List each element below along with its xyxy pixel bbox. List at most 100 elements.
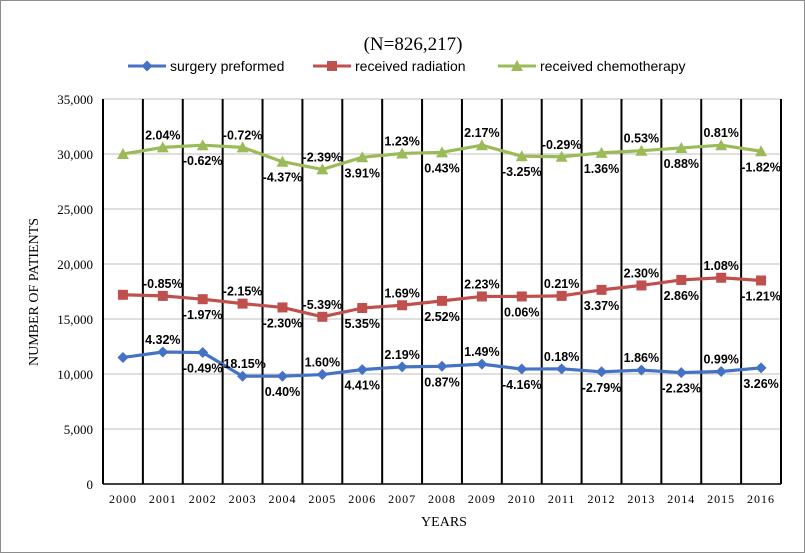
legend-label: received chemotherapy bbox=[540, 58, 686, 74]
x-tick-label: 2009 bbox=[468, 492, 496, 506]
y-tick-label: 15,000 bbox=[57, 312, 93, 327]
data-label: 1.69% bbox=[384, 286, 419, 300]
y-tick-label: 0 bbox=[87, 477, 94, 492]
data-label: -4.16% bbox=[502, 378, 542, 392]
data-label: -3.25% bbox=[502, 165, 542, 179]
data-point-diamond bbox=[635, 364, 647, 376]
data-point-triangle bbox=[515, 150, 528, 162]
data-point-square bbox=[117, 289, 128, 300]
data-point-square bbox=[556, 290, 567, 301]
data-point-diamond bbox=[396, 361, 408, 373]
data-point-triangle bbox=[356, 151, 369, 163]
data-point-diamond bbox=[197, 347, 209, 359]
data-point-triangle bbox=[511, 60, 523, 71]
data-point-square bbox=[357, 303, 368, 313]
data-point-diamond bbox=[436, 360, 448, 372]
data-point-triangle bbox=[236, 141, 249, 153]
data-label: 2.86% bbox=[664, 289, 699, 303]
data-point-diamond bbox=[556, 363, 568, 375]
data-label: 3.91% bbox=[345, 166, 380, 180]
data-point-triangle bbox=[715, 139, 728, 151]
x-tick-label: 2002 bbox=[189, 492, 217, 506]
data-label: 4.32% bbox=[145, 333, 180, 347]
series-group bbox=[116, 139, 768, 382]
x-tick-label: 2003 bbox=[229, 492, 257, 506]
x-tick-label: 2012 bbox=[588, 492, 616, 506]
data-point-square bbox=[676, 274, 687, 285]
data-label: 0.43% bbox=[424, 161, 459, 175]
data-label: -1.21% bbox=[741, 290, 781, 304]
x-tick-label: 2016 bbox=[747, 492, 775, 506]
data-point-diamond bbox=[237, 370, 249, 382]
data-label: 0.99% bbox=[703, 352, 738, 366]
data-label: -0.72% bbox=[223, 128, 263, 142]
data-point-square bbox=[437, 295, 447, 306]
data-point-triangle bbox=[475, 139, 488, 151]
data-point-square bbox=[317, 311, 328, 322]
data-label: 2.30% bbox=[624, 266, 659, 280]
data-label: 0.21% bbox=[544, 277, 579, 291]
data-label: -18.15% bbox=[219, 357, 266, 371]
x-tick-label: 2005 bbox=[308, 492, 336, 506]
data-label: 1.86% bbox=[624, 351, 659, 365]
data-point-triangle bbox=[116, 148, 129, 159]
x-tick-label: 2011 bbox=[548, 492, 576, 506]
data-label: -0.49% bbox=[183, 362, 223, 376]
data-label: 1.49% bbox=[464, 345, 499, 359]
data-label: 2.52% bbox=[424, 310, 459, 324]
x-tick-label: 2008 bbox=[428, 492, 456, 506]
legend-label: received radiation bbox=[355, 58, 466, 74]
data-point-triangle bbox=[675, 141, 688, 153]
data-point-triangle bbox=[276, 155, 289, 167]
data-point-triangle bbox=[595, 146, 608, 158]
x-tick-label: 2007 bbox=[388, 492, 416, 506]
x-tick-label: 2015 bbox=[707, 492, 735, 506]
data-point-diamond bbox=[516, 363, 528, 375]
data-label: 1.60% bbox=[305, 356, 340, 370]
data-point-diamond bbox=[755, 362, 767, 374]
data-point-diamond bbox=[596, 366, 608, 378]
legend: surgery preformed received radiation recei… bbox=[128, 58, 686, 74]
x-tick-label: 2000 bbox=[109, 492, 137, 506]
data-label: 1.23% bbox=[384, 134, 419, 148]
x-axis-label: YEARS bbox=[421, 515, 467, 530]
y-tick-label: 20,000 bbox=[57, 257, 93, 272]
data-label: 0.06% bbox=[504, 305, 539, 319]
data-label: -0.29% bbox=[542, 138, 582, 152]
x-tick-label: 2014 bbox=[667, 492, 695, 506]
legend-label: surgery preformed bbox=[170, 58, 284, 74]
data-point-triangle bbox=[436, 146, 448, 158]
data-label: 3.26% bbox=[743, 377, 778, 391]
data-point-square bbox=[476, 291, 487, 302]
data-label: 0.88% bbox=[664, 157, 699, 171]
x-tick-label: 2013 bbox=[627, 492, 655, 506]
data-point-diamond bbox=[157, 346, 169, 358]
data-label: 0.40% bbox=[265, 385, 300, 399]
data-point-square bbox=[327, 61, 337, 71]
y-tick-label: 10,000 bbox=[57, 367, 93, 382]
data-point-square bbox=[596, 284, 607, 295]
data-label: 0.53% bbox=[624, 132, 659, 146]
data-label: -0.62% bbox=[183, 154, 223, 168]
data-point-square bbox=[277, 302, 288, 313]
axes: 0 5,000 10,000 15,000 20,000 25,000 30,000 35,0… bbox=[57, 92, 781, 506]
data-point-diamond bbox=[316, 369, 328, 381]
data-label: 2.23% bbox=[464, 277, 499, 291]
data-point-diamond bbox=[476, 358, 488, 370]
data-label: -1.97% bbox=[183, 308, 223, 322]
x-tick-label: 2006 bbox=[348, 492, 376, 506]
data-label: -2.79% bbox=[582, 381, 622, 395]
data-point-triangle bbox=[555, 150, 568, 162]
data-point-diamond bbox=[141, 60, 153, 72]
data-label: -4.37% bbox=[263, 171, 303, 185]
data-label: 0.87% bbox=[424, 375, 459, 389]
data-label: 2.19% bbox=[384, 348, 419, 362]
data-label: 0.81% bbox=[703, 126, 738, 140]
data-label: 4.41% bbox=[345, 379, 380, 393]
data-point-square bbox=[636, 280, 647, 291]
data-point-diamond bbox=[276, 370, 288, 382]
data-point-square bbox=[237, 298, 248, 309]
data-point-triangle bbox=[396, 147, 409, 159]
data-point-square bbox=[756, 275, 767, 286]
